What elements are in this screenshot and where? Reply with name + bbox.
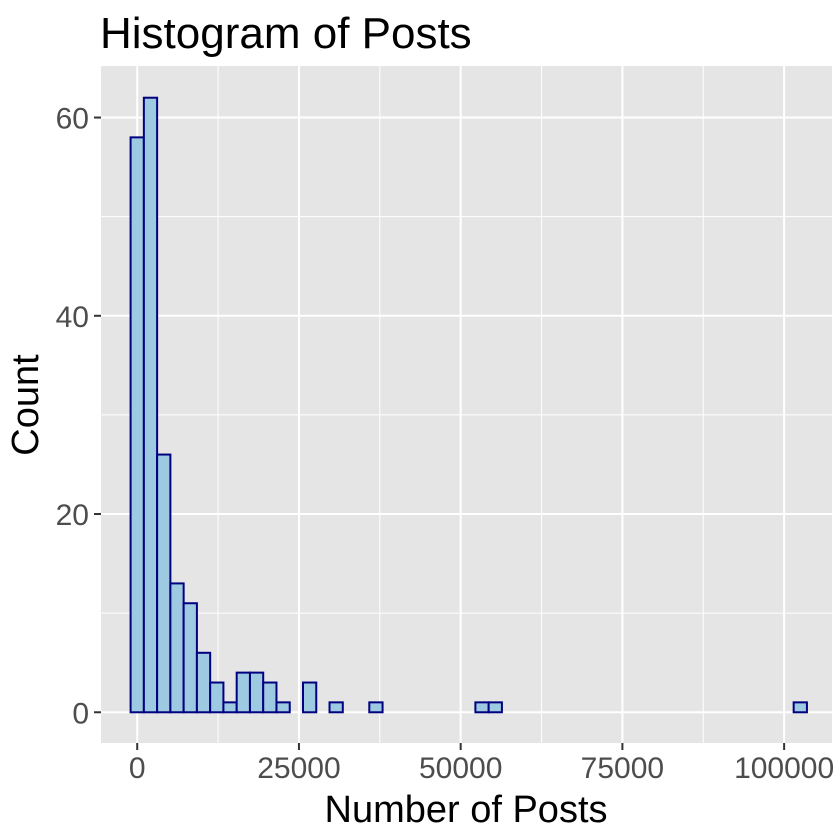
histogram-bar: [248, 671, 265, 714]
chart-title: Histogram of Posts: [100, 9, 472, 58]
x-tick-label: 100000: [734, 752, 834, 785]
histogram-bar: [487, 701, 503, 714]
histogram-bar: [142, 96, 159, 714]
plot-panel: [101, 66, 832, 743]
x-tick-label: 25000: [257, 752, 340, 785]
histogram-bar: [301, 681, 318, 714]
x-tick-label: 50000: [419, 752, 502, 785]
histogram-bar: [209, 681, 225, 714]
histogram-bar: [156, 453, 172, 714]
y-axis: 0 20 40 60: [56, 103, 101, 730]
x-tick-label: 0: [129, 752, 146, 785]
y-tick-label: 60: [56, 103, 89, 136]
histogram-bar: [222, 701, 238, 714]
x-axis-title: Number of Posts: [325, 789, 608, 831]
histogram-bar: [368, 701, 384, 714]
y-tick-label: 0: [72, 697, 89, 730]
histogram-bar: [275, 701, 291, 714]
y-tick-label: 40: [56, 301, 89, 334]
x-axis: 0 25000 50000 75000 100000: [129, 743, 834, 785]
histogram-bar: [792, 701, 808, 714]
minor-gridlines: [101, 66, 832, 743]
histogram-bars: [129, 96, 808, 714]
histogram-bar: [262, 681, 278, 714]
y-axis-title: Count: [5, 354, 47, 456]
x-tick-label: 75000: [581, 752, 664, 785]
histogram-bar: [328, 701, 344, 714]
major-gridlines: [101, 66, 832, 743]
histogram-bar: [182, 602, 198, 714]
y-tick-label: 20: [56, 499, 89, 532]
histogram-bar: [474, 701, 490, 714]
histogram-bar: [195, 651, 212, 714]
histogram-bar: [169, 582, 185, 714]
histogram-bar: [235, 671, 251, 714]
histogram-bar: [129, 136, 145, 714]
